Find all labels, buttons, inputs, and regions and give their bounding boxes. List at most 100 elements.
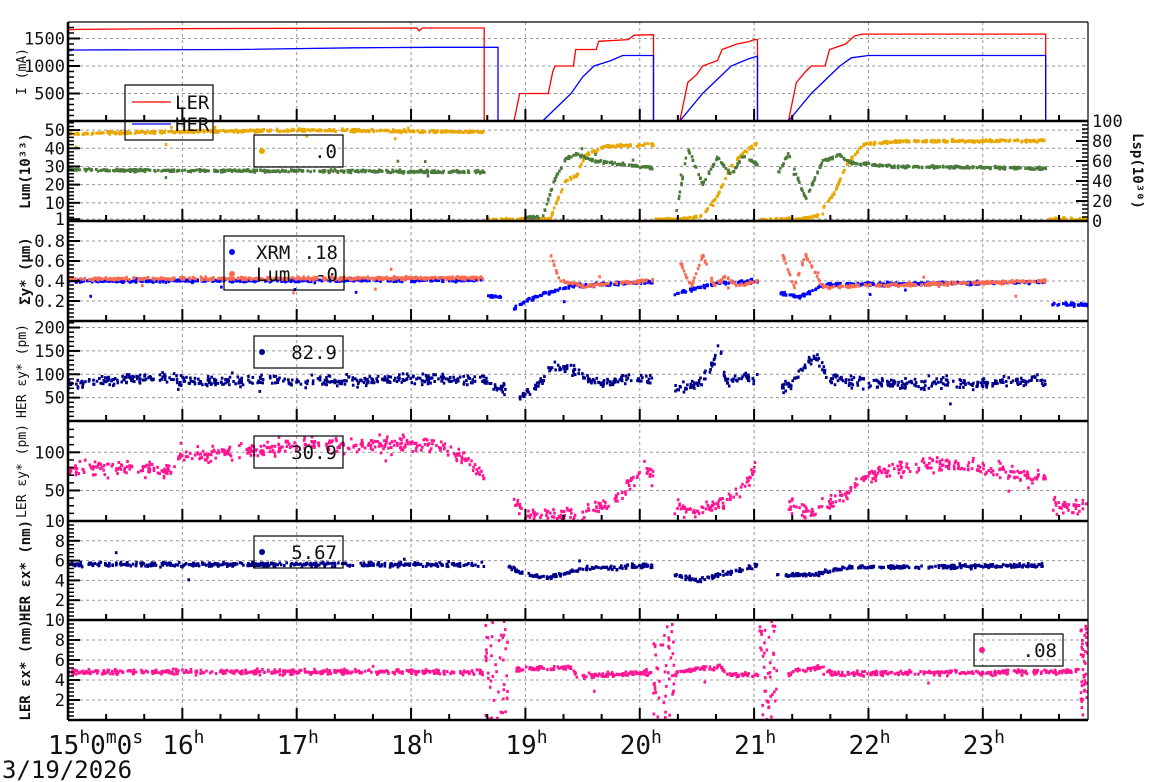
data-point	[334, 169, 338, 173]
data-point	[415, 377, 418, 381]
data-point	[739, 282, 743, 286]
data-point	[944, 281, 948, 285]
data-point	[359, 442, 363, 446]
data-point	[826, 285, 829, 289]
data-point	[379, 128, 383, 132]
data-point	[1041, 167, 1044, 171]
data-point	[921, 140, 924, 144]
data-point	[938, 281, 941, 285]
data-point	[466, 383, 469, 387]
data-point	[384, 459, 388, 463]
data-point	[495, 386, 499, 390]
data-point	[626, 281, 630, 285]
data-point	[210, 276, 214, 280]
data-point	[247, 374, 250, 378]
data-point	[102, 468, 105, 472]
data-point	[423, 442, 427, 446]
data-point	[598, 160, 601, 163]
data-point	[909, 284, 912, 288]
data-point	[1009, 381, 1013, 384]
data-point	[593, 283, 596, 287]
data-point	[602, 380, 605, 384]
data-point	[380, 169, 383, 173]
data-point	[565, 364, 569, 368]
data-point	[534, 383, 537, 387]
data-point	[814, 214, 817, 218]
data-point	[339, 276, 342, 280]
data-point	[446, 276, 449, 280]
data-point	[139, 469, 143, 473]
data-point	[121, 280, 124, 284]
data-point	[929, 140, 932, 143]
data-point	[588, 377, 592, 381]
data-point	[158, 277, 161, 281]
data-point	[748, 145, 751, 149]
data-point	[1002, 374, 1006, 378]
data-point	[662, 217, 666, 221]
data-point	[244, 276, 247, 280]
data-point	[554, 175, 558, 179]
data-point	[966, 139, 969, 143]
data-point	[396, 159, 400, 163]
data-point	[100, 375, 104, 378]
data-point	[219, 129, 222, 133]
data-point	[292, 169, 296, 173]
data-point	[341, 129, 344, 133]
data-point	[681, 177, 684, 181]
data-point	[222, 448, 226, 452]
data-point	[856, 281, 860, 285]
data-point	[231, 371, 234, 375]
data-point	[384, 443, 387, 447]
data-point	[696, 267, 700, 271]
data-point	[170, 378, 173, 381]
data-point	[398, 168, 402, 172]
data-point	[786, 382, 789, 386]
data-point	[465, 379, 468, 383]
data-point	[552, 180, 555, 184]
data-point	[336, 170, 340, 173]
data-point	[303, 128, 306, 132]
data-point	[597, 501, 600, 505]
data-point	[238, 444, 241, 448]
data-point	[161, 279, 165, 283]
data-point	[1003, 166, 1007, 170]
panel-her-emit-y-marks	[68, 344, 1047, 406]
data-point	[712, 358, 716, 362]
data-point	[1033, 139, 1037, 143]
data-point	[141, 169, 145, 173]
data-point	[804, 195, 807, 199]
data-point	[610, 381, 614, 385]
data-point	[207, 461, 210, 465]
data-point	[107, 131, 110, 135]
data-point	[607, 504, 610, 508]
data-point	[889, 140, 892, 144]
data-point	[287, 129, 291, 133]
data-point	[1032, 138, 1035, 142]
data-point	[328, 441, 331, 445]
data-point	[266, 445, 270, 449]
data-point	[100, 131, 103, 135]
data-point	[143, 378, 146, 382]
data-point	[836, 285, 840, 289]
data-point	[582, 375, 585, 379]
data-point	[988, 138, 992, 142]
data-point	[280, 169, 284, 173]
data-point	[371, 448, 374, 452]
data-point	[704, 178, 707, 182]
data-point	[804, 253, 808, 257]
data-point	[483, 381, 486, 385]
data-point	[69, 167, 72, 171]
data-point	[541, 378, 544, 382]
data-point	[423, 130, 427, 133]
data-point	[969, 383, 973, 386]
data-point	[316, 377, 320, 381]
data-point	[410, 170, 414, 174]
data-point	[869, 142, 873, 146]
data-point	[83, 167, 86, 171]
data-point	[998, 167, 1002, 171]
data-point	[151, 280, 155, 284]
data-point	[143, 373, 147, 377]
data-point	[86, 279, 89, 283]
data-point	[184, 455, 188, 458]
data-point	[373, 276, 377, 280]
